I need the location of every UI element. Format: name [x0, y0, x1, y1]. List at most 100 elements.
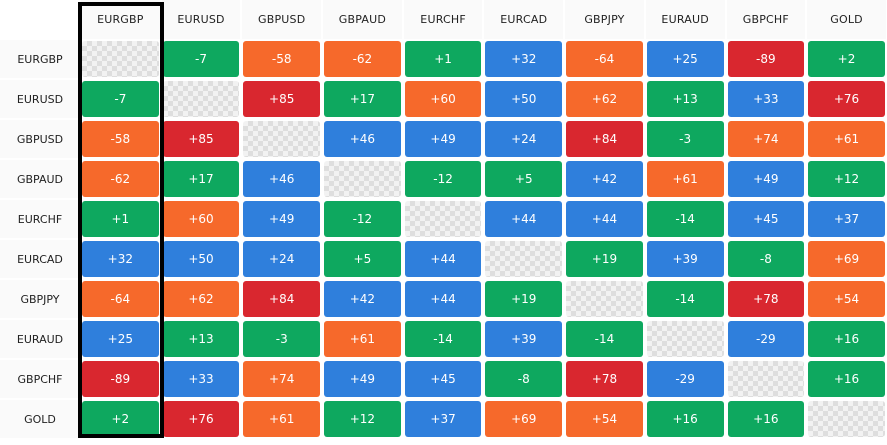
row-header-gbpaud[interactable]: GBPAUD	[0, 160, 80, 198]
matrix-cell[interactable]: +13	[646, 81, 724, 117]
column-header-eurchf[interactable]: EURCHF	[403, 0, 483, 39]
matrix-cell[interactable]: +39	[485, 321, 563, 357]
matrix-cell[interactable]: +19	[485, 281, 563, 317]
matrix-cell[interactable]: -89	[727, 41, 805, 77]
row-header-eurgbp[interactable]: EURGBP	[0, 40, 80, 78]
column-header-gbpchf[interactable]: GBPCHF	[726, 0, 806, 39]
matrix-cell[interactable]: -58	[82, 121, 159, 157]
matrix-cell[interactable]: -14	[404, 321, 482, 357]
matrix-cell[interactable]: +5	[485, 161, 563, 197]
column-header-gbpaud[interactable]: GBPAUD	[323, 0, 402, 39]
matrix-cell[interactable]: +60	[162, 201, 240, 237]
row-header-euraud[interactable]: EURAUD	[0, 320, 80, 358]
matrix-cell[interactable]: +50	[485, 81, 563, 117]
matrix-cell[interactable]: +12	[324, 401, 401, 437]
matrix-cell[interactable]: +85	[162, 121, 240, 157]
matrix-cell[interactable]: +2	[808, 41, 885, 77]
matrix-cell[interactable]: +33	[727, 81, 805, 117]
matrix-cell[interactable]: +42	[566, 161, 643, 197]
matrix-cell[interactable]: -14	[646, 281, 724, 317]
row-header-eurcad[interactable]: EURCAD	[0, 240, 80, 278]
column-header-eurusd[interactable]: EURUSD	[161, 0, 241, 39]
matrix-cell[interactable]: +62	[566, 81, 643, 117]
matrix-cell[interactable]: +17	[162, 161, 240, 197]
column-header-eurcad[interactable]: EURCAD	[484, 0, 564, 39]
row-header-eurchf[interactable]: EURCHF	[0, 200, 80, 238]
matrix-cell[interactable]: +44	[485, 201, 563, 237]
matrix-cell[interactable]: -8	[727, 241, 805, 277]
matrix-cell[interactable]: +46	[243, 161, 321, 197]
matrix-cell[interactable]: +45	[404, 361, 482, 397]
matrix-cell[interactable]: +16	[727, 401, 805, 437]
matrix-cell[interactable]: +32	[82, 241, 159, 277]
row-header-gbpusd[interactable]: GBPUSD	[0, 120, 80, 158]
matrix-cell[interactable]: -64	[82, 281, 159, 317]
row-header-gbpjpy[interactable]: GBPJPY	[0, 280, 80, 318]
matrix-cell[interactable]: +32	[485, 41, 563, 77]
matrix-cell[interactable]: +54	[808, 281, 885, 317]
matrix-cell[interactable]: +1	[82, 201, 159, 237]
matrix-cell[interactable]: +49	[727, 161, 805, 197]
matrix-cell[interactable]: +61	[808, 121, 885, 157]
matrix-cell[interactable]: +84	[243, 281, 321, 317]
matrix-cell[interactable]: +85	[243, 81, 321, 117]
matrix-cell[interactable]: +24	[485, 121, 563, 157]
matrix-cell[interactable]: +76	[162, 401, 240, 437]
matrix-cell[interactable]: +78	[727, 281, 805, 317]
matrix-cell[interactable]: +25	[82, 321, 159, 357]
matrix-cell[interactable]: +49	[404, 121, 482, 157]
matrix-cell[interactable]: -12	[324, 201, 401, 237]
matrix-cell[interactable]: +69	[808, 241, 885, 277]
matrix-cell[interactable]: +44	[404, 241, 482, 277]
matrix-cell[interactable]: -14	[646, 201, 724, 237]
matrix-cell[interactable]: +69	[485, 401, 563, 437]
matrix-cell[interactable]: +74	[727, 121, 805, 157]
matrix-cell[interactable]: +60	[404, 81, 482, 117]
matrix-cell[interactable]: +44	[404, 281, 482, 317]
matrix-cell[interactable]: -3	[646, 121, 724, 157]
matrix-cell[interactable]: +45	[727, 201, 805, 237]
matrix-cell[interactable]: +74	[243, 361, 321, 397]
row-header-gold[interactable]: GOLD	[0, 400, 80, 438]
matrix-cell[interactable]: +24	[243, 241, 321, 277]
matrix-cell[interactable]: -14	[566, 321, 643, 357]
matrix-cell[interactable]: -29	[727, 321, 805, 357]
matrix-cell[interactable]: -64	[566, 41, 643, 77]
matrix-cell[interactable]: +49	[243, 201, 321, 237]
matrix-cell[interactable]: +33	[162, 361, 240, 397]
matrix-cell[interactable]: +37	[808, 201, 885, 237]
matrix-cell[interactable]: +84	[566, 121, 643, 157]
matrix-cell[interactable]: +54	[566, 401, 643, 437]
matrix-cell[interactable]: -89	[82, 361, 159, 397]
column-header-eurgbp[interactable]: EURGBP	[81, 0, 160, 39]
row-header-gbpchf[interactable]: GBPCHF	[0, 360, 80, 398]
matrix-cell[interactable]: +61	[646, 161, 724, 197]
column-header-gold[interactable]: GOLD	[807, 0, 886, 39]
matrix-cell[interactable]: +42	[324, 281, 401, 317]
matrix-cell[interactable]: -7	[82, 81, 159, 117]
matrix-cell[interactable]: +16	[646, 401, 724, 437]
row-header-eurusd[interactable]: EURUSD	[0, 80, 80, 118]
matrix-cell[interactable]: +46	[324, 121, 401, 157]
column-header-euraud[interactable]: EURAUD	[645, 0, 725, 39]
matrix-cell[interactable]: +12	[808, 161, 885, 197]
column-header-gbpusd[interactable]: GBPUSD	[242, 0, 322, 39]
column-header-gbpjpy[interactable]: GBPJPY	[565, 0, 644, 39]
matrix-cell[interactable]: +49	[324, 361, 401, 397]
matrix-cell[interactable]: -8	[485, 361, 563, 397]
matrix-cell[interactable]: -29	[646, 361, 724, 397]
matrix-cell[interactable]: +37	[404, 401, 482, 437]
matrix-cell[interactable]: +17	[324, 81, 401, 117]
matrix-cell[interactable]: +2	[82, 401, 159, 437]
matrix-cell[interactable]: +44	[566, 201, 643, 237]
matrix-cell[interactable]: -12	[404, 161, 482, 197]
matrix-cell[interactable]: +76	[808, 81, 885, 117]
matrix-cell[interactable]: -7	[162, 41, 240, 77]
matrix-cell[interactable]: +78	[566, 361, 643, 397]
matrix-cell[interactable]: +1	[404, 41, 482, 77]
matrix-cell[interactable]: -62	[82, 161, 159, 197]
matrix-cell[interactable]: +62	[162, 281, 240, 317]
matrix-cell[interactable]: +61	[243, 401, 321, 437]
matrix-cell[interactable]: +16	[808, 361, 885, 397]
matrix-cell[interactable]: +19	[566, 241, 643, 277]
